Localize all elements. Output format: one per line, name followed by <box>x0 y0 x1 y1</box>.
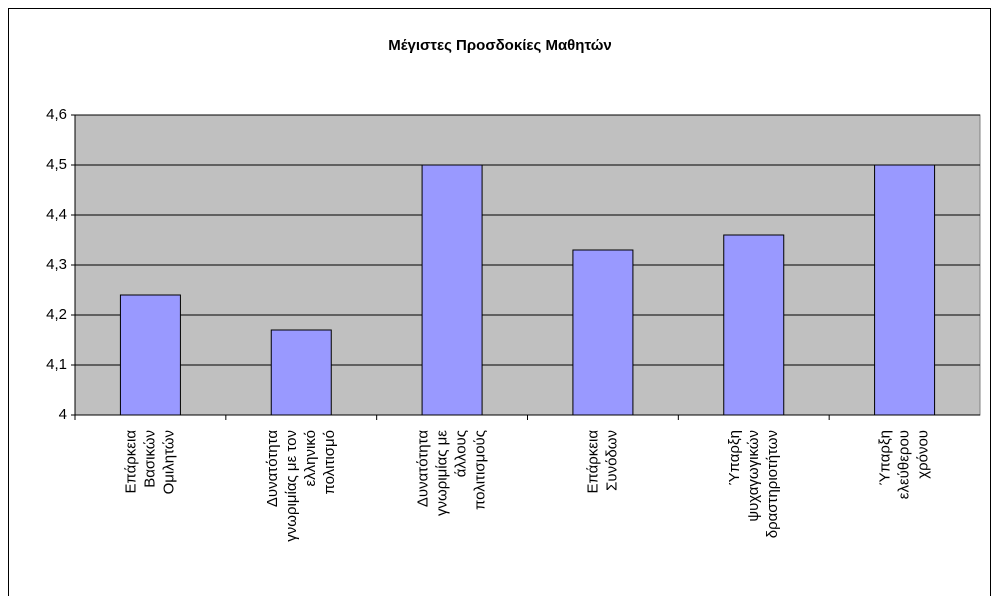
bar <box>572 249 634 416</box>
x-tick-label: Δυνατότητα γνωριμίας με τον ελληνικό πολιτι… <box>264 430 338 542</box>
bar <box>723 234 785 416</box>
x-tick-label: Ύπαρξη ψυχαγωγικών δραστηριοτήτων <box>726 430 781 538</box>
chart-title: Μέγιστες Προσδοκίες Μαθητών <box>388 37 612 54</box>
x-tick-label: Επάρκεια Συνόδων <box>584 430 620 494</box>
y-tick-label: 4,4 <box>46 206 67 223</box>
y-tick-label: 4,6 <box>46 106 67 123</box>
y-tick-label: 4,1 <box>46 356 67 373</box>
bar <box>874 164 936 416</box>
bar <box>421 164 483 416</box>
x-tick-label: Ύπαρξη ελεύθερου χρόνου <box>877 430 932 499</box>
y-tick-label: 4,5 <box>46 156 67 173</box>
bar <box>119 294 181 416</box>
y-tick-label: 4,2 <box>46 306 67 323</box>
x-tick-label: Δυνατότητα γνωριμίας με άλλους πολιτισμούς <box>415 430 489 516</box>
bar <box>270 329 332 416</box>
y-tick-label: 4,3 <box>46 256 67 273</box>
y-tick-label: 4 <box>59 406 67 423</box>
x-tick-label: Επάρκεια Βασικών Ομιλητών <box>122 430 177 495</box>
